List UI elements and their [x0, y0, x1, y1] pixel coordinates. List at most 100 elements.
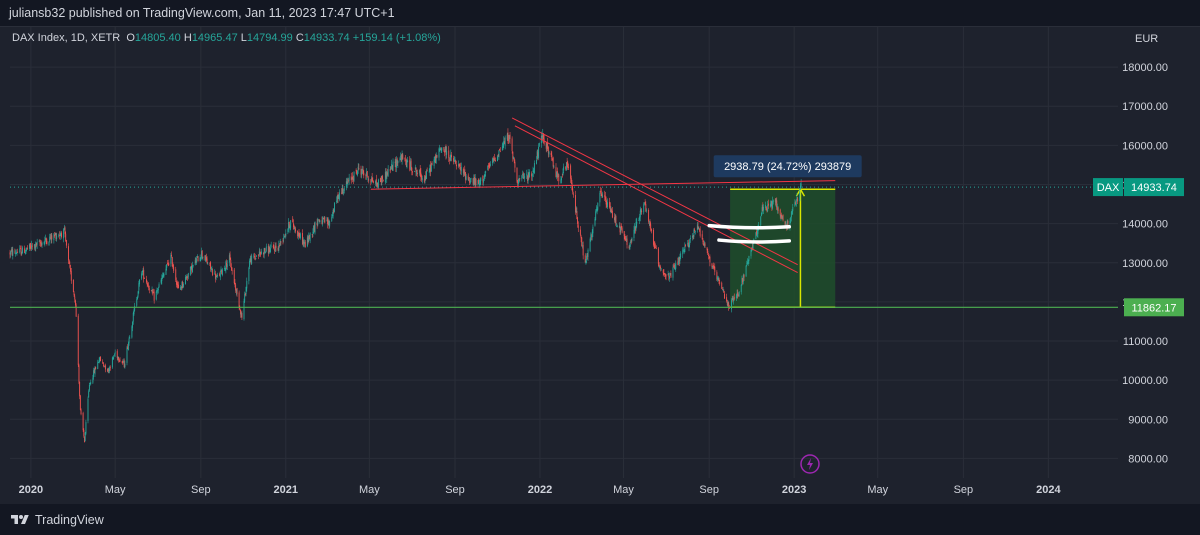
candle-body — [207, 263, 209, 265]
candle-body — [221, 269, 223, 276]
candle-body — [557, 176, 559, 178]
candle-body — [616, 225, 618, 227]
candle-body — [704, 243, 706, 247]
candle-body — [494, 157, 496, 160]
candle-body — [460, 166, 462, 172]
candle-body — [197, 256, 199, 262]
candle-body — [638, 220, 640, 221]
candle-body — [102, 361, 104, 363]
time-axis[interactable]: 2020 May Sep 2021 May Sep 2022 May Sep 2023 May Sep… — [19, 484, 1062, 496]
candle-body — [235, 289, 237, 292]
candle-body — [64, 227, 66, 235]
candle-body — [375, 180, 377, 184]
candle-body — [104, 365, 106, 370]
candle-body — [692, 235, 694, 237]
candle-body — [58, 235, 60, 237]
support-price-box — [1124, 298, 1184, 317]
candle-body — [795, 202, 797, 204]
candle-body — [395, 160, 397, 168]
candle-body — [434, 156, 436, 158]
candle-body — [331, 214, 333, 217]
candle-body — [765, 206, 767, 210]
candle-body — [716, 272, 718, 280]
candle-body — [477, 180, 479, 185]
candle-body — [117, 356, 119, 359]
candle-body — [228, 255, 230, 263]
candle-body — [479, 179, 481, 186]
chart-area[interactable] — [0, 26, 1200, 504]
candle-body — [69, 264, 71, 268]
tradingview-brand-text: TradingView — [35, 513, 104, 527]
tradingview-brand[interactable]: TradingView — [9, 513, 104, 527]
y-tick-label: 10000.00 — [1122, 375, 1168, 387]
candle-body — [516, 167, 518, 182]
price-chart[interactable]: 2938.79 (24.72%) 293879 8000.00 9000.00 10… — [0, 26, 1200, 504]
lightning-icon-ring — [800, 454, 820, 474]
candle-body — [63, 229, 65, 239]
candle-body — [490, 164, 491, 166]
candle-body — [616, 225, 618, 227]
candle-body — [249, 260, 251, 268]
candle-body — [253, 256, 255, 258]
candle-body — [267, 245, 269, 254]
candle-body — [775, 199, 777, 204]
candle-body — [55, 232, 57, 240]
candle-body — [304, 241, 306, 245]
candle-body — [561, 176, 563, 178]
candle-body — [548, 151, 550, 155]
candle-body — [201, 251, 202, 258]
candle-body — [331, 217, 333, 222]
candle-body — [451, 155, 452, 158]
candle-body — [141, 271, 143, 273]
candle-body — [279, 240, 281, 245]
last-price-text: 14933.74 — [1131, 182, 1177, 194]
candle-body — [162, 275, 164, 277]
candle-body — [483, 178, 485, 183]
candle-body — [244, 293, 246, 296]
candle-body — [350, 176, 352, 181]
candle-body — [136, 296, 138, 300]
candle-body — [343, 192, 345, 194]
candle-body — [626, 238, 628, 245]
candle-body — [511, 138, 513, 151]
x-tick-label: Sep — [699, 484, 719, 496]
candle-body — [260, 251, 262, 254]
downtrend-line — [514, 125, 798, 273]
candle-body — [441, 147, 443, 151]
candle-body — [97, 361, 99, 363]
price-axis[interactable]: 8000.009000.0010000.0011000.0012000.0013… — [1122, 33, 1168, 465]
drawn-trendlines[interactable] — [10, 117, 1118, 308]
candle-body — [186, 277, 188, 278]
candle-body — [181, 281, 183, 289]
candle-body — [34, 245, 36, 248]
candle-body — [774, 198, 776, 202]
candle-body — [124, 363, 126, 368]
candle-body — [54, 233, 56, 235]
candle-body — [453, 159, 455, 162]
candle-body — [304, 241, 306, 248]
measure-tool[interactable]: 2938.79 (24.72%) 293879 — [713, 155, 862, 309]
candle-body — [763, 206, 764, 211]
candle-body — [419, 170, 420, 173]
candle-body — [595, 209, 597, 212]
candle-body — [635, 222, 637, 230]
y-tick-label: 11000.00 — [1123, 336, 1168, 348]
candle-body — [258, 254, 260, 256]
candle-body — [309, 232, 311, 241]
candle-body — [458, 164, 459, 166]
candle-body — [111, 357, 113, 368]
candle-body — [116, 351, 118, 358]
candle-body — [365, 174, 367, 176]
candle-body — [591, 235, 592, 237]
candle-body — [327, 218, 329, 225]
candle-body — [607, 202, 608, 208]
candle-body — [575, 210, 577, 213]
candle-body — [70, 268, 72, 272]
candle-body — [561, 177, 563, 181]
candle-body — [189, 266, 191, 275]
candle-body — [46, 240, 48, 244]
candle-body — [423, 178, 425, 183]
candle-body — [275, 245, 277, 248]
candle-body — [615, 216, 617, 225]
candle-body — [722, 290, 724, 291]
